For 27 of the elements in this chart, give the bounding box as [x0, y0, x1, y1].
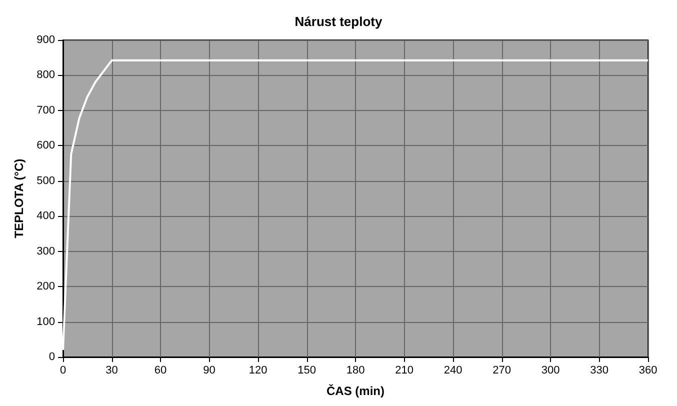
x-tick-label: 0: [60, 364, 66, 376]
x-tick-label: 30: [106, 364, 118, 376]
y-tick-label: 800: [36, 69, 55, 82]
x-tick-label: 120: [248, 364, 268, 376]
x-tick-label: 150: [298, 364, 316, 376]
y-tick-label: 700: [36, 104, 55, 116]
x-tick-label: 240: [444, 364, 462, 376]
y-tick-label: 400: [36, 210, 55, 222]
x-tick-label: 60: [154, 364, 167, 376]
y-tick-label: 600: [36, 140, 55, 152]
x-tick-label: 330: [590, 364, 608, 376]
x-axis-title: ČAS (min): [326, 384, 384, 398]
x-tick-label: 300: [541, 364, 560, 376]
x-tick-label: 270: [492, 364, 511, 376]
chart-title: Nárust teploty: [294, 14, 383, 29]
line-series: [62, 59, 649, 351]
y-tick-label: 900: [36, 34, 55, 46]
x-tick-label: 360: [638, 364, 658, 376]
y-tick-label: 300: [36, 245, 55, 258]
x-tick-label: 210: [395, 364, 414, 376]
y-tick-label: 500: [36, 174, 55, 187]
x-tick-label: 180: [346, 364, 365, 376]
y-tick-label: 0: [48, 351, 55, 363]
y-tick-label: 100: [36, 316, 55, 328]
x-tick-label: 90: [203, 364, 216, 376]
y-tick-label: 200: [36, 280, 55, 293]
y-axis-title: TEPLOTA (°C): [12, 158, 26, 238]
